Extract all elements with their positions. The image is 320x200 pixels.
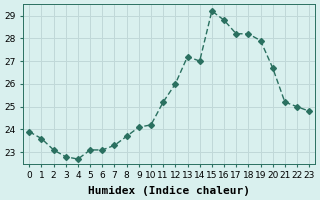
X-axis label: Humidex (Indice chaleur): Humidex (Indice chaleur) — [88, 186, 250, 196]
